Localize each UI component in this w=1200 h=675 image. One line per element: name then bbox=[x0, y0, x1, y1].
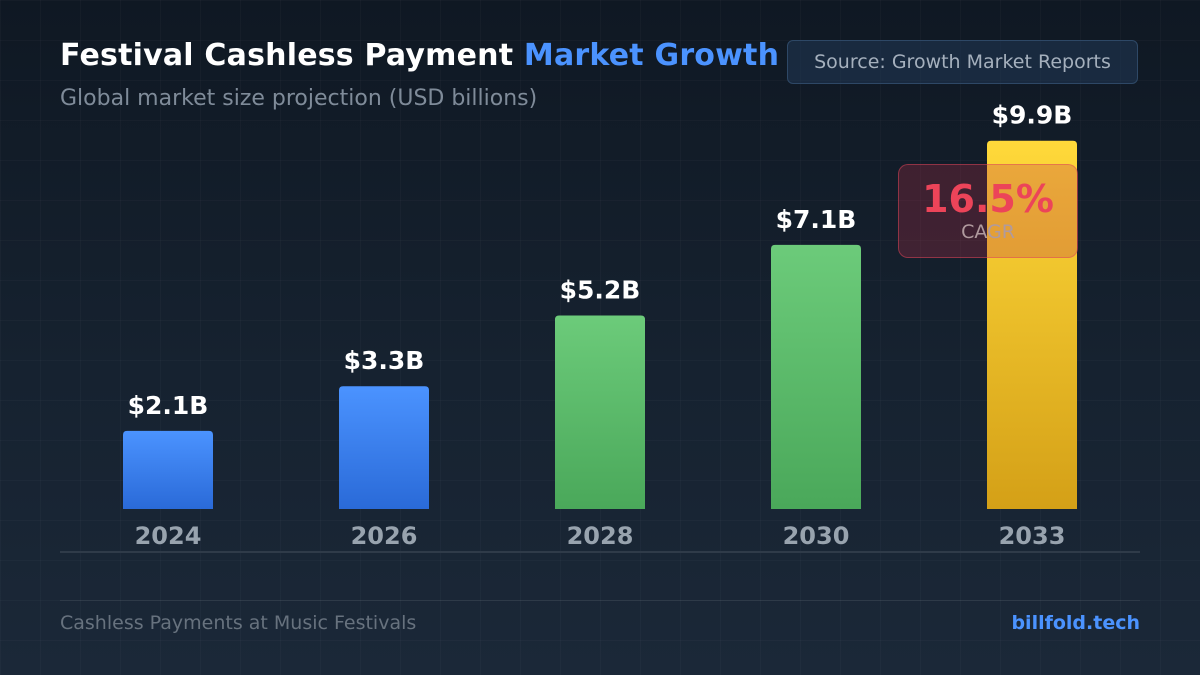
x-tick-label-2028: 2028 bbox=[567, 522, 634, 550]
value-label-2026: $3.3B bbox=[344, 346, 425, 375]
value-label-2028: $5.2B bbox=[560, 276, 641, 305]
x-tick-label-2026: 2026 bbox=[351, 522, 418, 550]
bar-2030 bbox=[771, 244, 861, 509]
value-label-2030: $7.1B bbox=[776, 205, 857, 234]
chart-subtitle: Global market size projection (USD billi… bbox=[60, 86, 538, 111]
footer-divider bbox=[60, 600, 1140, 601]
footer-caption: Cashless Payments at Music Festivals bbox=[60, 612, 417, 634]
value-label-2024: $2.1B bbox=[128, 391, 209, 420]
x-tick-label-2030: 2030 bbox=[783, 522, 850, 550]
x-tick-label-2024: 2024 bbox=[135, 522, 202, 550]
bar-2028 bbox=[555, 315, 645, 509]
cagr-label: CAGR bbox=[961, 221, 1015, 243]
cagr-value: 16.5% bbox=[922, 177, 1054, 221]
bar-2024 bbox=[123, 430, 213, 509]
source-badge: Source: Growth Market Reports bbox=[787, 40, 1138, 84]
footer-brand-link[interactable]: billfold.tech bbox=[1011, 612, 1140, 634]
x-tick-label-2033: 2033 bbox=[999, 522, 1066, 550]
chart-title: Festival Cashless Payment Market Growth bbox=[60, 38, 779, 73]
title-accent: Market Growth bbox=[523, 38, 780, 73]
bar-2033 bbox=[987, 140, 1077, 509]
value-label-2033: $9.9B bbox=[992, 101, 1073, 130]
title-main: Festival Cashless Payment bbox=[60, 38, 514, 73]
bar-2026 bbox=[339, 386, 429, 509]
cagr-badge: 16.5% CAGR bbox=[898, 164, 1078, 258]
bars-group: $2.1B 2024 $3.3B 2026 $5.2B 2028 $7.1B 2030 $9.9… bbox=[123, 101, 1077, 550]
